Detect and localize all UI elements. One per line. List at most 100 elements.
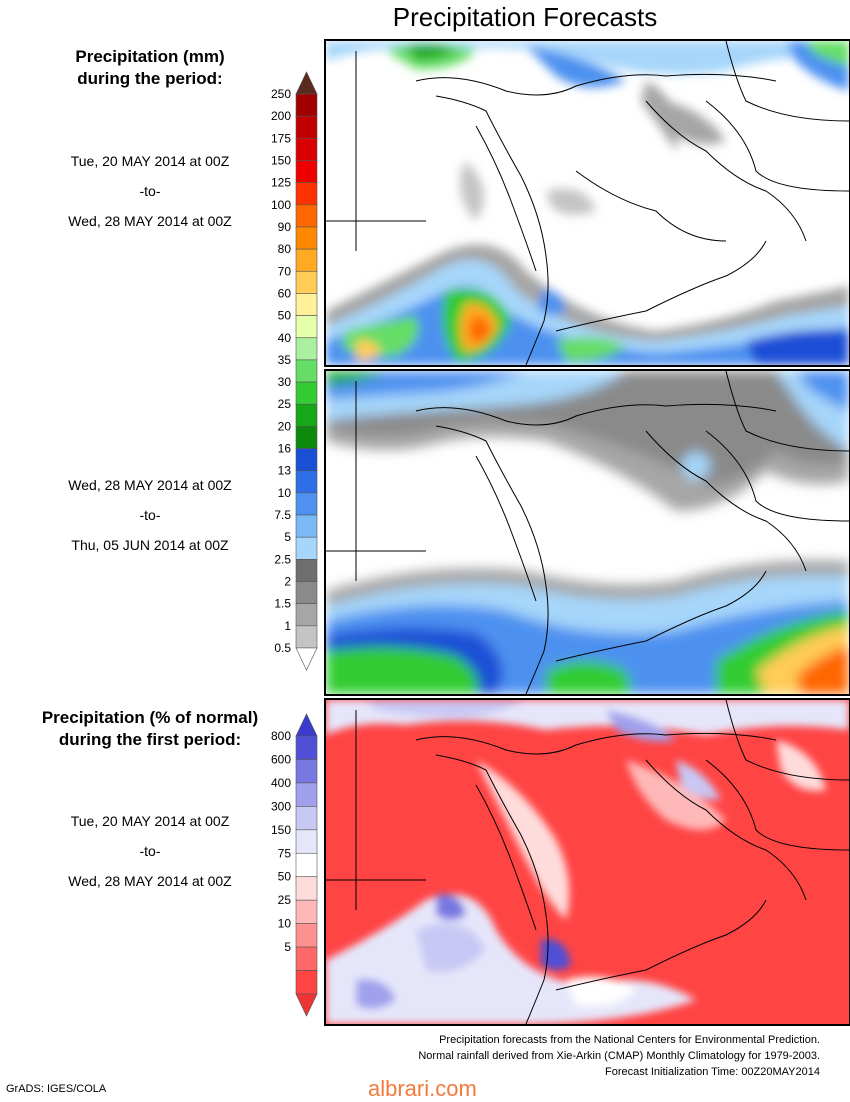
period-first-end: Wed, 28 MAY 2014 at 00Z xyxy=(68,213,232,229)
pct-legend-swatch xyxy=(295,759,318,784)
pct-legend-swatch xyxy=(295,782,318,807)
mm-legend-swatch xyxy=(295,426,318,449)
mm-legend-swatch xyxy=(295,315,318,339)
mm-legend-swatch xyxy=(295,448,318,472)
mm-legend-tick-label: 50 xyxy=(278,309,292,323)
pct-legend-tick-label: 50 xyxy=(278,870,292,884)
pct-legend-tick-label: 5 xyxy=(284,940,291,954)
precip-mm-heading-line2: during the period: xyxy=(77,69,223,88)
mm-legend-tick-label: 2 xyxy=(284,575,291,589)
map-panel-first-period xyxy=(324,39,850,367)
mm-legend-swatch xyxy=(295,492,318,516)
mm-legend-swatch xyxy=(295,182,318,206)
mm-legend-bottom-arrow xyxy=(295,647,318,671)
pct-legend-tick-label: 25 xyxy=(278,893,292,907)
mm-legend-swatch xyxy=(295,204,318,228)
footer-notes: Precipitation forecasts from the Nationa… xyxy=(418,1032,820,1080)
mm-legend-tick-label: 1 xyxy=(284,619,291,633)
mm-legend-tick-label: 20 xyxy=(278,419,292,433)
pct-legend-tick-label: 300 xyxy=(271,799,291,813)
mm-legend-swatch xyxy=(295,248,318,272)
period-third: Tue, 20 MAY 2014 at 00Z -to- Wed, 28 MAY… xyxy=(5,806,295,896)
period-first-sep: -to- xyxy=(139,183,161,199)
pct-legend-top-arrow xyxy=(295,713,318,737)
period-third-start: Tue, 20 MAY 2014 at 00Z xyxy=(70,813,230,829)
pct-legend-swatch xyxy=(295,806,318,831)
mm-legend-swatch xyxy=(295,381,318,405)
mm-legend-swatch xyxy=(295,337,318,361)
mm-legend-tick-label: 30 xyxy=(278,375,292,389)
precip-mm-heading: Precipitation (mm) during the period: xyxy=(5,46,295,90)
pct-legend-tick-label: 150 xyxy=(271,823,291,837)
pct-legend-swatch xyxy=(295,899,318,924)
pct-legend-tick-label: 800 xyxy=(271,729,291,743)
precip-mm-heading-line1: Precipitation (mm) xyxy=(75,47,225,66)
mm-legend-swatch xyxy=(295,403,318,427)
period-second: Wed, 28 MAY 2014 at 00Z -to- Thu, 05 JUN… xyxy=(5,470,295,560)
mm-legend-tick-label: 35 xyxy=(278,353,292,367)
mm-legend-swatch xyxy=(295,536,318,560)
precip-pct-heading-line2: during the first period: xyxy=(58,730,242,749)
precip-pct-heading-line1: Precipitation (% of normal) xyxy=(41,708,259,727)
mm-legend-swatch xyxy=(295,160,318,183)
period-first-start: Tue, 20 MAY 2014 at 00Z xyxy=(70,153,230,169)
mm-legend-tick-label: 7.5 xyxy=(274,508,291,522)
mm-legend-top-arrow xyxy=(295,71,318,95)
mm-legend-tick-label: 80 xyxy=(278,242,292,256)
precip-map-second xyxy=(326,371,849,694)
mm-legend-tick-label: 70 xyxy=(278,264,292,278)
mm-legend-swatch xyxy=(295,581,318,604)
period-third-end: Wed, 28 MAY 2014 at 00Z xyxy=(68,873,232,889)
pct-legend-swatch xyxy=(295,735,318,760)
mm-legend-tick-label: 25 xyxy=(278,397,292,411)
pct-legend-swatch xyxy=(295,829,318,854)
precip-pct-legend: 800 600 400 300 150 75 50 25 10 5 xyxy=(271,713,318,1017)
mm-legend-swatch xyxy=(295,293,318,316)
mm-legend-tick-label: 125 xyxy=(271,176,291,190)
precip-map-first xyxy=(326,41,849,365)
grads-credit: GrADS: IGES/COLA xyxy=(6,1083,107,1095)
mm-legend-tick-label: 175 xyxy=(271,131,291,145)
pct-legend-tick-label: 600 xyxy=(271,752,291,766)
precip-mm-legend: 2502001751501251009080706050403530252016… xyxy=(271,71,318,671)
mm-legend-swatch xyxy=(295,270,318,294)
pct-legend-swatch xyxy=(295,876,318,901)
mm-legend-tick-label: 60 xyxy=(278,286,292,300)
footer-line1: Precipitation forecasts from the Nationa… xyxy=(439,1034,820,1046)
mm-legend-swatch xyxy=(295,138,318,161)
mm-legend-swatch xyxy=(295,115,318,139)
mm-legend-swatch xyxy=(295,93,318,117)
mm-legend-swatch xyxy=(295,514,318,538)
mm-legend-swatch xyxy=(295,226,318,250)
mm-legend-tick-label: 200 xyxy=(271,109,291,123)
mm-legend-tick-label: 90 xyxy=(278,220,292,234)
footer-line2: Normal rainfall derived from Xie-Arkin (… xyxy=(418,1050,820,1062)
mm-legend-tick-label: 100 xyxy=(271,198,291,212)
mm-legend-swatch xyxy=(295,470,318,494)
mm-legend-tick-label: 5 xyxy=(284,530,291,544)
pct-legend-tick-label: 75 xyxy=(278,846,292,860)
mm-legend-swatch xyxy=(295,603,318,627)
period-second-end: Thu, 05 JUN 2014 at 00Z xyxy=(71,537,229,553)
mm-legend-tick-label: 2.5 xyxy=(274,552,291,566)
period-second-sep: -to- xyxy=(139,507,161,523)
map-panel-percent-normal xyxy=(324,698,850,1026)
mm-legend-tick-label: 150 xyxy=(271,153,291,167)
mm-legend-swatch xyxy=(295,359,318,383)
mm-legend-tick-label: 40 xyxy=(278,331,292,345)
mm-legend-tick-label: 13 xyxy=(278,464,292,478)
watermark: albrari.com xyxy=(368,1076,477,1101)
period-third-sep: -to- xyxy=(139,843,161,859)
period-second-start: Wed, 28 MAY 2014 at 00Z xyxy=(68,477,232,493)
precip-map-percent xyxy=(326,700,849,1024)
mm-legend-tick-label: 10 xyxy=(278,486,292,500)
footer-line3: Forecast Initialization Time: 00Z20MAY20… xyxy=(604,1066,820,1078)
pct-legend-tick-label: 10 xyxy=(278,917,292,931)
mm-legend-tick-label: 0.5 xyxy=(274,641,291,655)
mm-legend-tick-label: 16 xyxy=(278,442,292,456)
precip-pct-heading: Precipitation (% of normal) during the f… xyxy=(5,707,295,751)
pct-legend-swatch xyxy=(295,923,318,948)
period-first: Tue, 20 MAY 2014 at 00Z -to- Wed, 28 MAY… xyxy=(5,146,295,236)
mm-legend-swatch xyxy=(295,559,318,582)
pct-legend-swatch xyxy=(295,970,318,995)
